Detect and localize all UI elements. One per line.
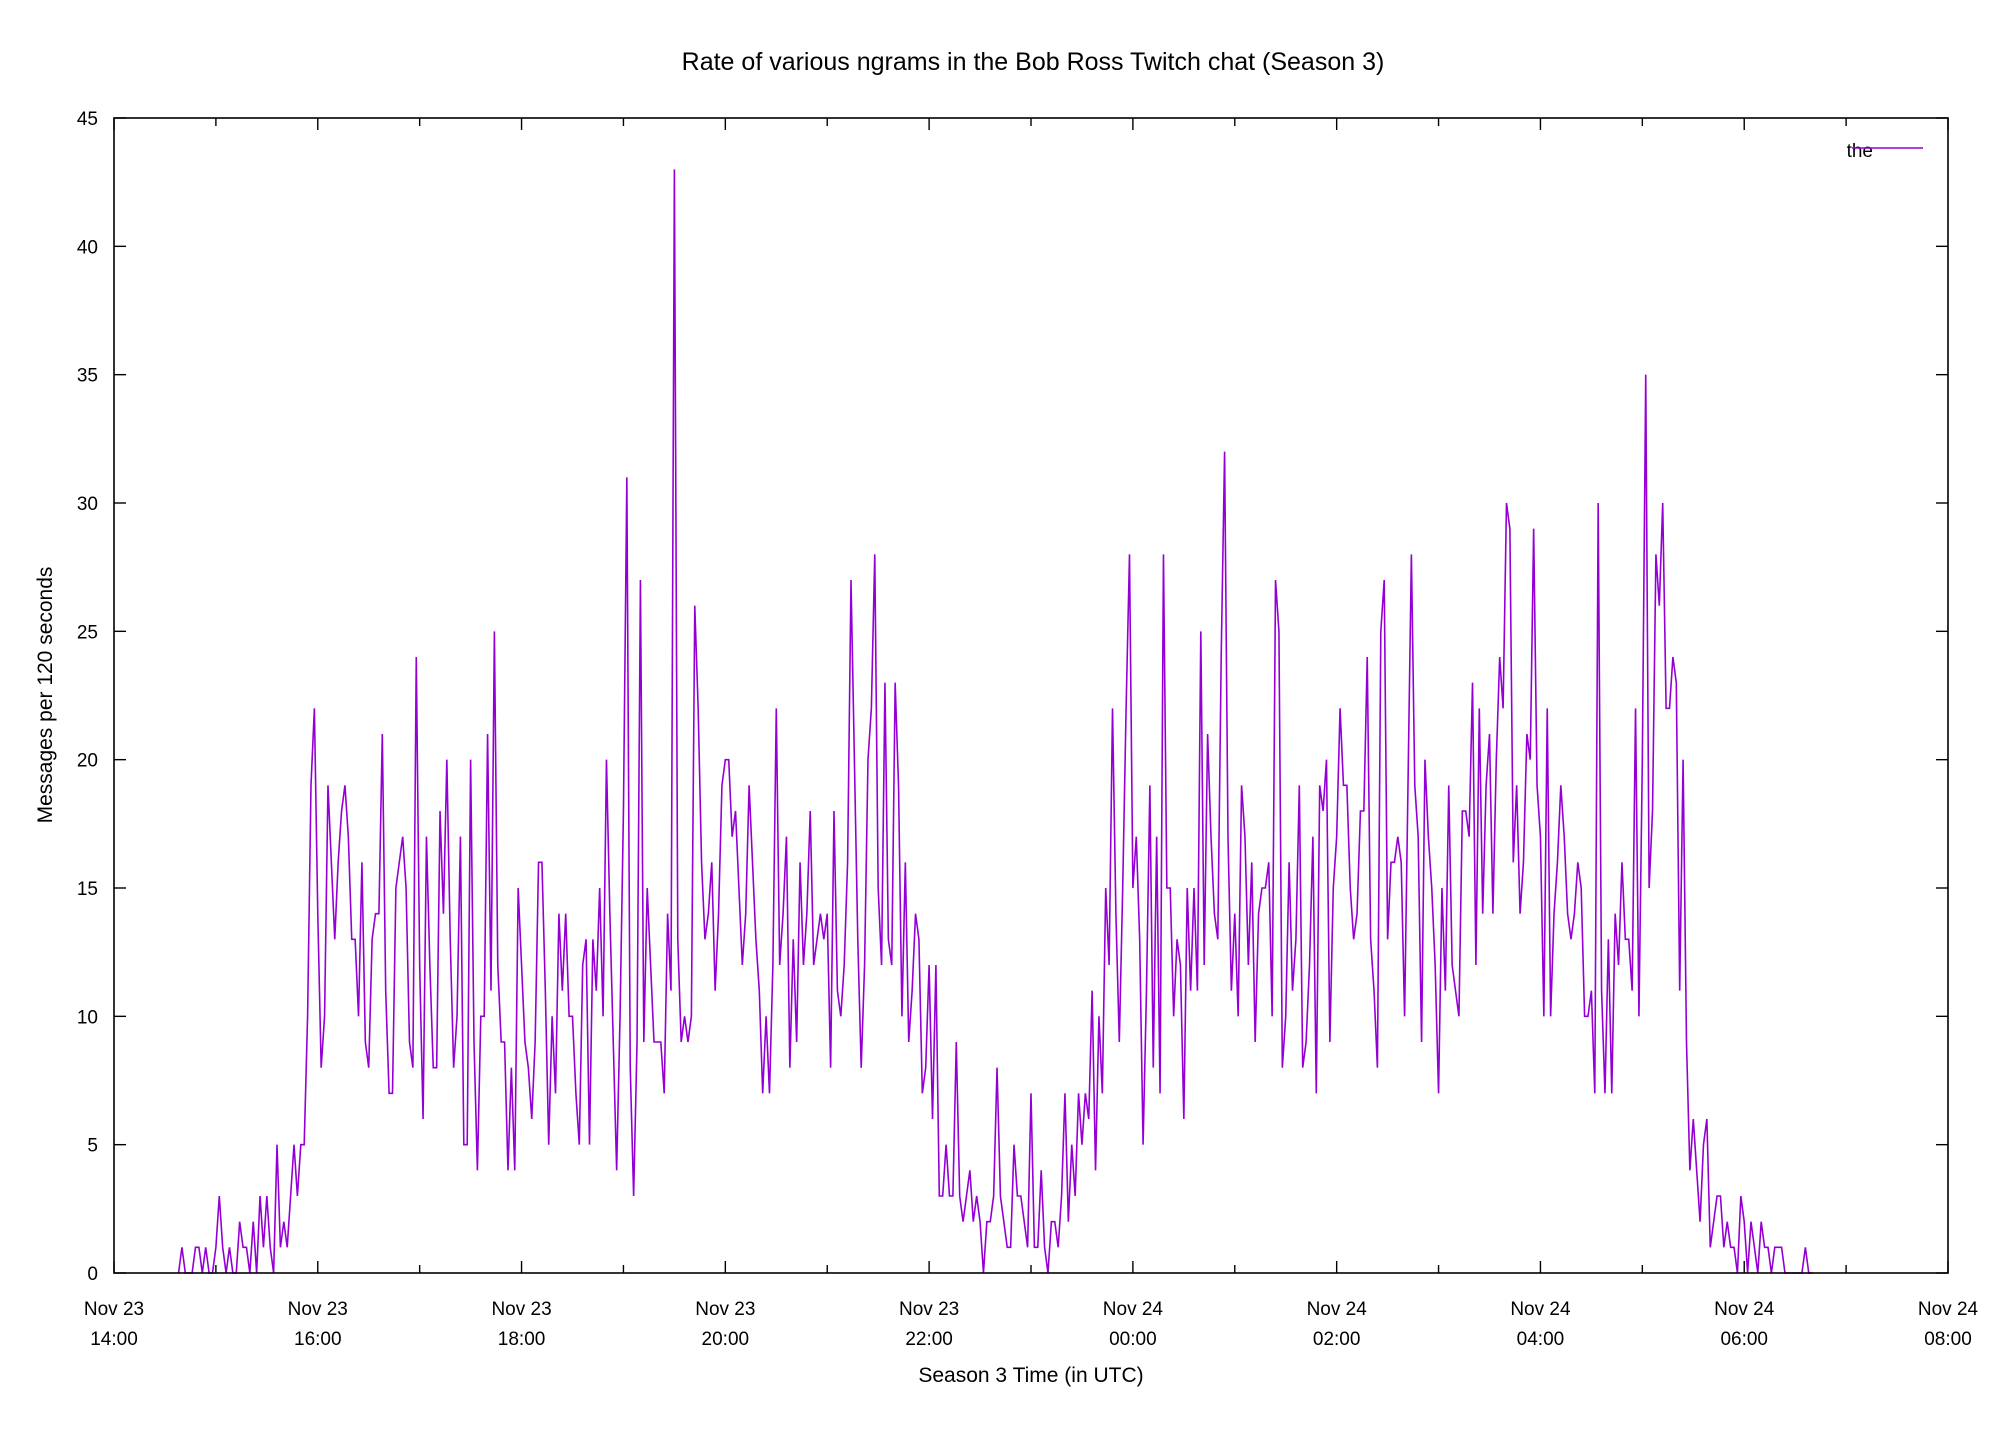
legend: the: [1847, 141, 1923, 162]
chart-title: Rate of various ngrams in the Bob Ross T…: [682, 48, 1385, 76]
x-tick-label-date: Nov 24: [1918, 1299, 1979, 1320]
legend-label-the: the: [1847, 141, 1873, 162]
x-tick-label-date: Nov 24: [1103, 1299, 1164, 1320]
x-tick-label-date: Nov 24: [1510, 1299, 1571, 1320]
y-tick-label: 30: [77, 494, 98, 515]
y-tick-label: 45: [77, 109, 98, 130]
y-tick-label: 40: [77, 237, 98, 258]
series-line-the: [177, 169, 1813, 1274]
y-tick-label: 5: [87, 1136, 98, 1157]
x-tick-label-time: 08:00: [1924, 1329, 1972, 1350]
x-tick-label-date: Nov 23: [288, 1299, 348, 1320]
y-tick-label: 25: [77, 622, 98, 643]
x-tick-label-time: 18:00: [498, 1329, 546, 1350]
x-axis-title: Season 3 Time (in UTC): [918, 1364, 1143, 1387]
x-tick-label-date: Nov 23: [695, 1299, 755, 1320]
y-tick-label: 10: [77, 1007, 98, 1028]
x-tick-label-time: 22:00: [905, 1329, 953, 1350]
y-axis-title: Messages per 120 seconds: [34, 567, 57, 824]
y-tick-label: 35: [77, 366, 98, 387]
y-tick-label: 0: [87, 1264, 98, 1285]
x-tick-label-time: 16:00: [294, 1329, 342, 1350]
x-tick-label-time: 14:00: [90, 1329, 138, 1350]
x-tick-label-date: Nov 23: [84, 1299, 144, 1320]
plot-area-frame: [113, 117, 1949, 1274]
x-tick-label-time: 06:00: [1720, 1329, 1768, 1350]
y-tick-label: 15: [77, 879, 98, 900]
x-tick-label-date: Nov 24: [1714, 1299, 1775, 1320]
x-tick-label-time: 00:00: [1109, 1329, 1157, 1350]
x-tick-label-date: Nov 23: [899, 1299, 959, 1320]
y-tick-label: 20: [77, 751, 98, 772]
x-tick-label-date: Nov 24: [1307, 1299, 1368, 1320]
axis-ticks: [113, 117, 1949, 1274]
x-tick-label-time: 02:00: [1313, 1329, 1361, 1350]
axis-tick-labels: 0 5 10 15 20 25 30 35 40 45 Nov 23 14:00 Nov 23 16:00…: [77, 109, 1979, 1350]
x-tick-label-time: 04:00: [1517, 1329, 1565, 1350]
x-tick-label-time: 20:00: [702, 1329, 750, 1350]
x-tick-label-date: Nov 23: [491, 1299, 551, 1320]
